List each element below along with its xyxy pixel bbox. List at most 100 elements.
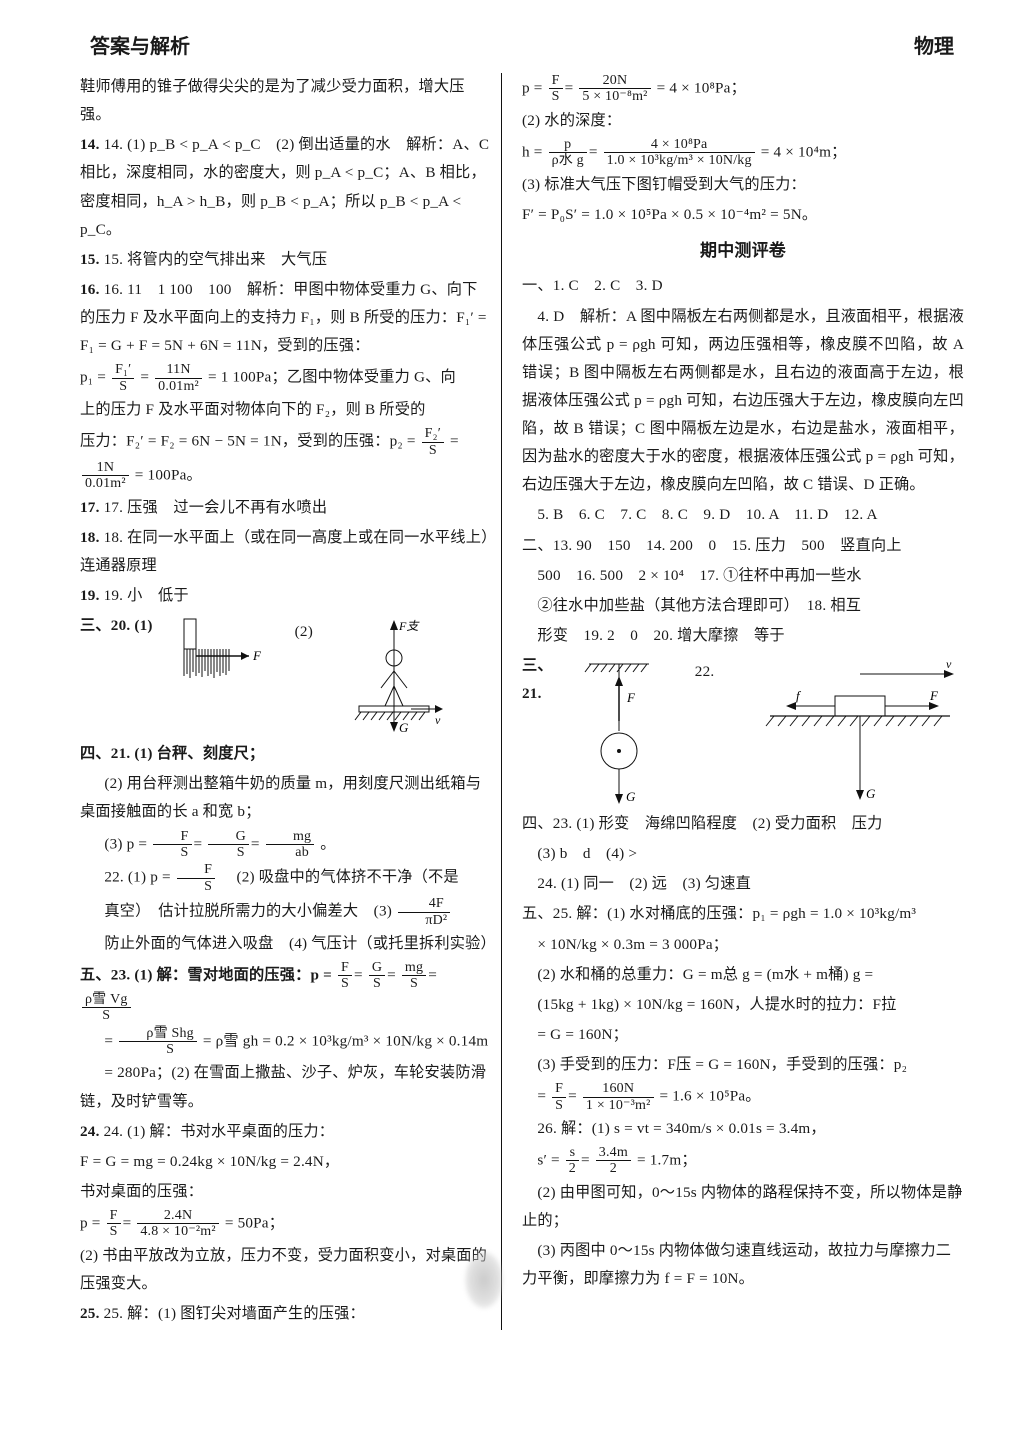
frac-den: S — [112, 379, 134, 394]
para: 鞋师傅用的锥子做得尖尖的是为了减少受力面积，增大压强。 — [80, 73, 491, 129]
q22a: 22. (1) p = FS (2) 吸盘中的气体挤不干净（不是 — [80, 862, 491, 894]
sec3-row: 三、20. (1) — [80, 612, 491, 740]
frac-num: F — [338, 960, 352, 976]
q16eq1-rhs: = 1 100Pa；乙图中物体受重力 G、向 — [208, 369, 456, 386]
columns: 鞋师傅用的锥子做得尖尖的是为了减少受力面积，增大压强。 14. 14. (1) … — [80, 73, 964, 1330]
sec3-label2: (2) — [295, 618, 313, 646]
q16eq1-lhs: p₁ = — [80, 369, 106, 386]
diagram-20-1: F — [179, 616, 269, 686]
frac-num: F₂′ — [422, 426, 444, 442]
s2-17: ②往水中加些盐（其他方法合理即可） 18. 相互 — [522, 592, 964, 620]
q22b: 真空） 估计拉脱所需力的大小偏差大 (3) 4FπD² — [80, 896, 491, 928]
s2-16: 500 16. 500 2 × 10⁴ 17. ①往杯中再加一些水 — [522, 562, 964, 590]
frac-num: 4 × 10⁸Pa — [604, 137, 755, 153]
q19: 19. 19. 小 低于 — [80, 582, 491, 610]
frac-den: 1 × 10⁻³m² — [583, 1098, 654, 1113]
s26c: (2) 由甲图可知，0～15s 内物体的路程保持不变，所以物体是静止的； — [522, 1179, 964, 1235]
frac-num: p — [549, 137, 587, 153]
sec3-label: 三、20. (1) — [80, 612, 153, 640]
s4a: 4. D 解析：A 图中隔板左右两侧都是水，且液面相平，根据液体压强公式 p =… — [522, 303, 964, 500]
frac-num: F — [177, 862, 215, 878]
q24e: (2) 书由平放改为立放，压力不变，受力面积变小，对桌面的压强变大。 — [80, 1242, 491, 1298]
q25: 25. 25. 解：(1) 图钉尖对墙面产生的压强： — [80, 1300, 491, 1328]
frac-den: ab — [266, 845, 315, 860]
q21b: (2) 用台秤测出整箱牛奶的质量 m，用刻度尺测出纸箱与桌面接触面的长 a 和宽… — [80, 770, 491, 826]
q16d-rhs: = 100Pa。 — [135, 466, 202, 483]
frac-num: G — [208, 829, 249, 845]
r3-lhs: h = — [522, 143, 543, 160]
s26d: (3) 丙图中 0～15s 内物体做匀速直线运动，故拉力与摩擦力二力平衡，即摩擦… — [522, 1237, 964, 1293]
s5-25c: (3) 手受到的压力：F压 = G = 160N，手受到的压强：p₂ — [522, 1051, 964, 1079]
q18: 18. 18. 在同一水平面上（或在同一高度上或在同一水平线上） 连通器原理 — [80, 524, 491, 580]
s23c: = 280Pa；(2) 在雪面上撒盐、沙子、炉灰，车轮安装防滑链，及时铲雪等。 — [80, 1059, 491, 1115]
q14-text: 14. (1) p_B < p_A < p_C (2) 倒出适量的水 解析：A、… — [80, 136, 489, 237]
frac-den: S — [208, 845, 249, 860]
r1-rhs: = 4 × 10⁸Pa； — [657, 79, 746, 96]
q24c: 书对桌面的压强： — [80, 1178, 491, 1206]
sec3r-label2: 22. — [695, 658, 715, 686]
q22b-text: 真空） 估计拉脱所需力的大小偏差大 (3) — [104, 903, 392, 920]
q14: 14. 14. (1) p_B < p_A < p_C (2) 倒出适量的水 解… — [80, 131, 491, 244]
frac-num: ρ雪 Shg — [119, 1026, 197, 1042]
diagram-22: v — [740, 656, 960, 806]
q24b: F = G = mg = 0.24kg × 10N/kg = 2.4N， — [80, 1148, 491, 1176]
q16c-lhs: 压力：F₂′ = F₂ = 6N − 5N = 1N，受到的压强：p₂ = — [80, 433, 416, 450]
svg-text:G: G — [866, 786, 876, 801]
header-right: 物理 — [914, 30, 954, 59]
q16b: 上的压力 F 及水平面对物体向下的 F₂，则 B 所受的 — [80, 396, 491, 424]
frac-den: S — [422, 443, 444, 458]
q24d: p = FS= 2.4N4.8 × 10⁻²m² = 50Pa； — [80, 1208, 491, 1240]
header-left: 答案与解析 — [90, 30, 190, 59]
frac-den: S — [153, 845, 191, 860]
frac-num: 11N — [155, 362, 202, 378]
right-column: p = FS= 20N5 × 10⁻⁸m² = 4 × 10⁸Pa； (2) 水… — [520, 73, 964, 1330]
frac-den: S — [338, 976, 352, 991]
frac-num: F — [107, 1208, 121, 1224]
s2-13: 二、13. 90 150 14. 200 0 15. 压力 500 竖直向上 — [522, 532, 964, 560]
q22a-tail: (2) 吸盘中的气体挤不干净（不是 — [221, 869, 459, 886]
q25-text: 25. 解：(1) 图钉尖对墙面产生的压强： — [104, 1305, 365, 1322]
frac-num: 20N — [579, 73, 650, 89]
midterm-title: 期中测评卷 — [522, 235, 964, 266]
page-header: 答案与解析 物理 — [80, 30, 964, 59]
frac-den: S — [107, 1224, 121, 1239]
diagram-20-2: F支 — [339, 616, 449, 736]
frac-den: S — [552, 1098, 566, 1113]
s5-25b2: (15kg + 1kg) × 10N/kg = 160N，人提水时的拉力：F拉 — [522, 991, 964, 1019]
frac-den: S — [177, 879, 215, 894]
q19-text: 19. 小 低于 — [104, 587, 189, 604]
q21c: (3) p = FS= GS= mgab 。 — [80, 829, 491, 861]
s5-25c2-rhs: = 1.6 × 10⁵Pa。 — [660, 1088, 761, 1105]
s1: 一、1. C 2. C 3. D — [522, 272, 964, 300]
frac-num: ρ雪 Vg — [82, 992, 131, 1008]
s23a: 五、23. (1) 解：雪对地面的压强：p = FS= GS= mgS= ρ雪 … — [80, 960, 491, 1024]
frac-num: 2.4N — [137, 1208, 218, 1224]
s5-25b3: = G = 160N； — [522, 1021, 964, 1049]
frac-num: 3.4m — [596, 1145, 631, 1161]
q21: 四、21. (1) 台秤、刻度尺； — [80, 740, 491, 768]
sec3r-label: 三、21. — [522, 652, 553, 708]
frac-num: 4F — [398, 896, 450, 912]
frac-den: S — [402, 976, 426, 991]
frac-num: 160N — [583, 1081, 654, 1097]
frac-den: πD² — [398, 913, 450, 928]
frac-den: ρ水 g — [549, 153, 587, 168]
s23b-rhs: = ρ雪 gh = 0.2 × 10³kg/m³ × 10N/kg × 0.14… — [203, 1032, 488, 1049]
s4-23: 四、23. (1) 形变 海绵凹陷程度 (2) 受力面积 压力 — [522, 810, 964, 838]
svg-text:F: F — [626, 690, 636, 705]
s5-25a: 五、25. 解：(1) 水对桶底的压强：p₁ = ρgh = 1.0 × 10³… — [522, 900, 964, 928]
frac-den: 4.8 × 10⁻²m² — [137, 1224, 218, 1239]
svg-text:F支: F支 — [398, 619, 421, 633]
r3: h = pρ水 g= 4 × 10⁸Pa1.0 × 10³kg/m³ × 10N… — [522, 137, 964, 169]
r1: p = FS= 20N5 × 10⁻⁸m² = 4 × 10⁸Pa； — [522, 73, 964, 105]
frac-den: S — [369, 976, 385, 991]
q16c-rhs: = — [450, 433, 459, 450]
q24d-rhs: = 50Pa； — [225, 1214, 284, 1231]
q16-eq1: p₁ = F₁′S = 11N0.01m² = 1 100Pa；乙图中物体受重力… — [80, 362, 491, 394]
svg-text:F: F — [929, 688, 939, 703]
q17: 17. 17. 压强 过一会儿不再有水喷出 — [80, 494, 491, 522]
r3-rhs: = 4 × 10⁴m； — [761, 143, 847, 160]
svg-text:v: v — [435, 713, 441, 727]
svg-text:v: v — [946, 657, 952, 671]
s26a: 26. 解：(1) s = vt = 340m/s × 0.01s = 3.4m… — [522, 1115, 964, 1143]
